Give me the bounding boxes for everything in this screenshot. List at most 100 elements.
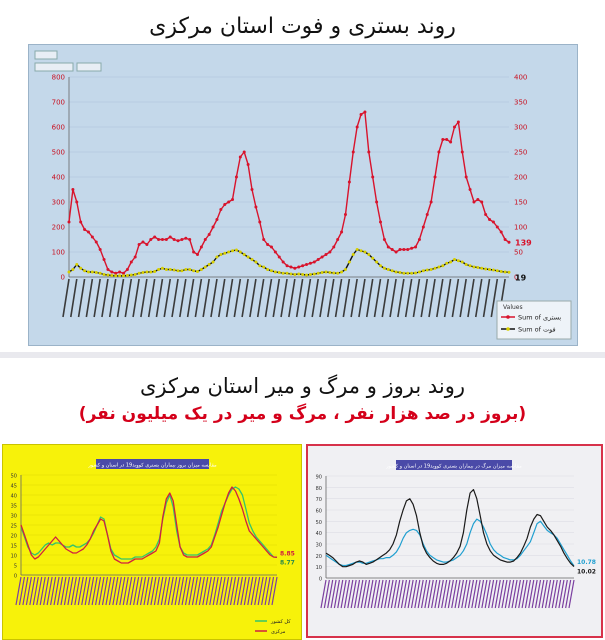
x-tick-mark xyxy=(225,278,234,318)
data-point-series-1 xyxy=(203,238,207,241)
data-point-series-2 xyxy=(464,263,468,266)
x-tick-mark xyxy=(147,278,156,318)
data-point-series-1 xyxy=(386,245,390,249)
legend-marker-1 xyxy=(506,315,510,319)
data-point-series-1 xyxy=(382,238,386,241)
data-point-series-1 xyxy=(215,218,219,221)
x-tick-mark xyxy=(367,579,374,609)
chart-title-box xyxy=(96,459,209,469)
data-point-series-1 xyxy=(499,230,503,234)
y2-tick-label: 350 xyxy=(514,99,527,107)
data-point-series-2 xyxy=(507,270,511,274)
data-point-series-1 xyxy=(129,260,133,264)
series-line-2 xyxy=(325,488,575,568)
x-tick-mark xyxy=(229,576,237,606)
x-tick-mark xyxy=(389,278,397,318)
x-tick-mark xyxy=(524,579,532,609)
data-point-series-2 xyxy=(476,266,480,269)
data-point-series-2 xyxy=(359,249,363,253)
x-tick-mark xyxy=(219,576,226,606)
y-tick-label: 20 xyxy=(316,554,322,560)
x-tick-mark xyxy=(420,278,429,318)
data-point-series-2 xyxy=(433,266,437,270)
x-tick-mark xyxy=(46,576,53,606)
data-point-series-2 xyxy=(164,268,168,271)
data-point-series-1 xyxy=(480,200,484,204)
data-point-series-2 xyxy=(503,270,507,274)
data-point-series-1 xyxy=(250,188,254,191)
data-point-series-2 xyxy=(367,253,371,256)
y2-tick-label: 300 xyxy=(514,124,527,132)
x-tick-mark xyxy=(528,579,535,609)
data-point-series-1 xyxy=(164,238,168,241)
data-point-series-2 xyxy=(149,270,153,274)
x-tick-mark xyxy=(511,579,518,609)
y-tick-label: 15 xyxy=(11,544,17,550)
data-point-series-1 xyxy=(371,175,375,179)
x-tick-mark xyxy=(94,576,102,606)
x-tick-mark xyxy=(441,579,448,609)
end-value-label: 19 xyxy=(515,273,527,282)
data-point-series-1 xyxy=(429,200,433,204)
end-value-label: 8.77 xyxy=(280,559,295,566)
y-tick-label: 0 xyxy=(319,577,322,583)
data-point-series-1 xyxy=(406,248,410,251)
x-tick-mark xyxy=(116,278,125,318)
data-point-series-2 xyxy=(211,260,215,264)
chart-title: مقایسه میزان مرگ در بیماران بستری کووید1… xyxy=(385,463,522,470)
data-point-series-2 xyxy=(460,260,464,264)
legend-box xyxy=(496,300,572,340)
y2-tick-label: 400 xyxy=(514,74,527,82)
data-point-series-2 xyxy=(234,248,238,252)
data-point-series-1 xyxy=(417,238,421,241)
data-point-series-1 xyxy=(258,220,262,224)
x-tick-mark xyxy=(77,278,86,318)
x-tick-mark xyxy=(191,576,199,606)
x-tick-mark xyxy=(53,576,60,606)
data-point-series-1 xyxy=(433,175,437,179)
x-tick-mark xyxy=(467,278,475,318)
x-tick-mark xyxy=(461,579,468,609)
data-point-series-1 xyxy=(102,258,106,261)
x-tick-mark xyxy=(501,579,508,609)
x-tick-mark xyxy=(36,576,43,606)
data-point-series-1 xyxy=(168,235,172,239)
x-tick-mark xyxy=(474,579,481,609)
data-point-series-1 xyxy=(106,268,110,271)
y-tick-label: 700 xyxy=(52,99,65,107)
y-tick-label: 45 xyxy=(11,484,17,490)
data-point-series-1 xyxy=(476,198,480,201)
x-tick-mark xyxy=(555,579,562,609)
legend-label-1: کل کشور xyxy=(270,619,291,625)
x-tick-mark xyxy=(247,576,254,606)
x-tick-mark xyxy=(264,576,271,606)
legend-label-1: Sum of بستری xyxy=(518,314,561,322)
x-tick-mark xyxy=(561,579,568,609)
x-tick-mark xyxy=(249,278,257,318)
data-point-series-2 xyxy=(328,271,332,274)
data-point-series-2 xyxy=(254,260,258,264)
x-tick-mark xyxy=(343,579,351,609)
data-point-series-1 xyxy=(468,188,472,191)
data-point-series-2 xyxy=(386,268,390,271)
data-point-series-2 xyxy=(188,268,192,271)
x-tick-mark xyxy=(288,278,296,318)
x-tick-mark xyxy=(155,278,164,318)
data-point-series-1 xyxy=(98,248,102,251)
x-tick-mark xyxy=(400,579,408,609)
x-tick-mark xyxy=(256,278,265,318)
data-point-series-2 xyxy=(199,268,203,271)
x-tick-mark xyxy=(124,278,133,318)
y2-tick-label: 200 xyxy=(514,174,527,182)
x-tick-mark xyxy=(241,278,249,318)
y2-tick-label: 150 xyxy=(514,199,527,207)
x-tick-mark xyxy=(544,579,552,609)
x-tick-mark xyxy=(105,576,112,606)
x-tick-mark xyxy=(444,579,451,609)
series-line-2 xyxy=(20,486,278,564)
data-point-series-1 xyxy=(273,250,277,254)
x-tick-mark xyxy=(93,278,101,318)
x-tick-mark xyxy=(236,576,243,606)
data-point-series-1 xyxy=(262,238,266,241)
data-point-series-2 xyxy=(394,270,398,274)
